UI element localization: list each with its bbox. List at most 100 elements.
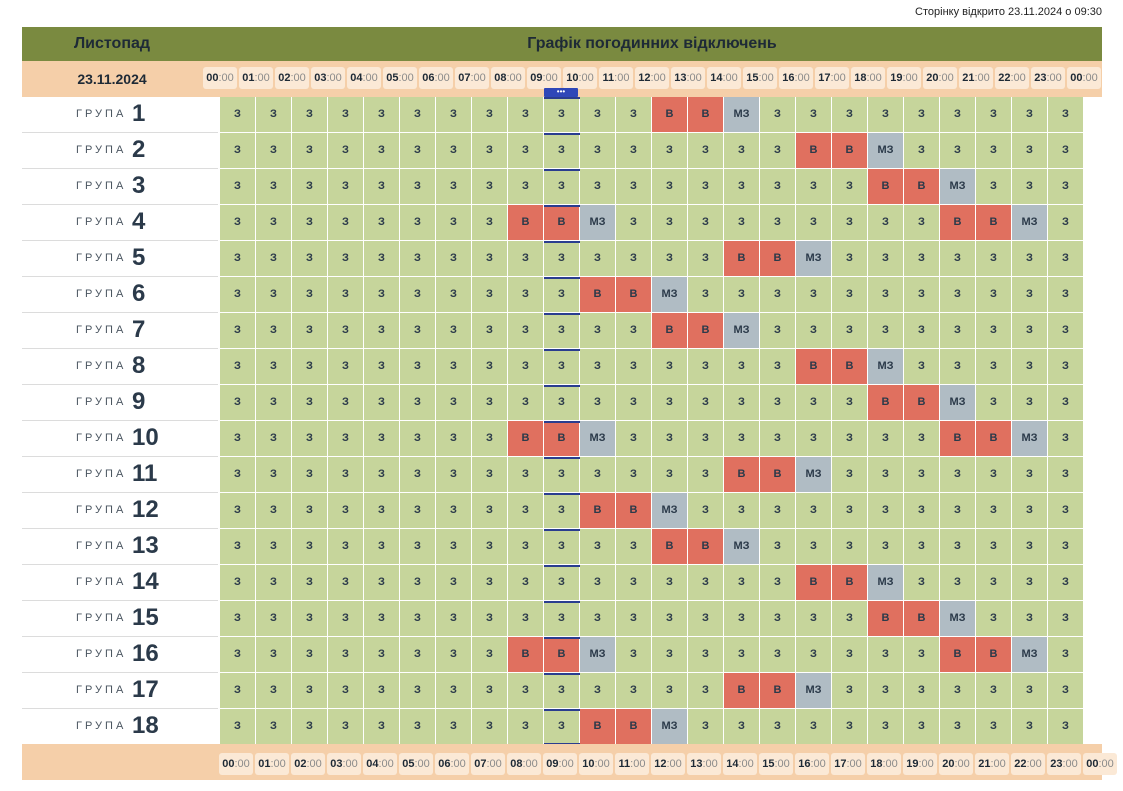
group-label: ГРУПА 7: [22, 313, 218, 349]
group-row: ГРУПА 14 З З З З З З З З З З З З З З З З В В МЗ З З З З З: [22, 565, 1102, 601]
hour-cell-z: З: [220, 601, 256, 637]
hour-cell-z: З: [652, 673, 688, 709]
hour-cell-z: З: [616, 565, 652, 601]
hour-cell-z: З: [616, 349, 652, 385]
hour-label-hours: 08: [510, 758, 523, 770]
group-number: 6: [132, 280, 146, 307]
hour-cell-mz: МЗ: [796, 673, 832, 709]
hour-cell-v: В: [904, 169, 940, 205]
hour-cell-z: З: [364, 601, 400, 637]
hour-cell-z: З: [652, 565, 688, 601]
hour-cell-z: З: [580, 457, 616, 493]
hour-cell-z: З: [868, 637, 904, 673]
group-word: ГРУПА: [76, 648, 127, 660]
hour-label-minutes: :00: [990, 758, 1006, 770]
hour-cell-z: З: [976, 457, 1012, 493]
hour-label: 18:00: [851, 67, 885, 89]
hour-cell-z: З: [292, 313, 328, 349]
hour-cell-z: З: [904, 565, 940, 601]
hour-cell-z: З: [508, 385, 544, 421]
group-number: 5: [132, 244, 146, 271]
hour-cell-z: З: [508, 709, 544, 745]
hour-cell-v: В: [976, 421, 1012, 457]
hour-cell-z: З: [1012, 169, 1048, 205]
hour-label: 19:00: [887, 67, 921, 89]
hour-cell-z: З: [688, 133, 724, 169]
hour-cell-z: З: [832, 637, 868, 673]
hour-cell-z: З: [652, 637, 688, 673]
hour-label: 21:00: [975, 753, 1009, 775]
group-word: ГРУПА: [76, 252, 127, 264]
hour-label-hours: 06: [422, 72, 435, 84]
hour-cell-z: З: [580, 241, 616, 277]
hour-cell-z: З: [508, 457, 544, 493]
current-hour-marker: [544, 313, 580, 315]
group-number: 16: [132, 640, 159, 667]
hour-cell-z: З: [1048, 313, 1084, 349]
group-label: ГРУПА 6: [22, 277, 218, 313]
hour-cell-z: З: [724, 133, 760, 169]
hour-cell-mz: МЗ: [868, 133, 904, 169]
hour-cell-z: З: [976, 241, 1012, 277]
group-row: ГРУПА 13 З З З З З З З З З З З З В В МЗ З З З З З З З З З: [22, 529, 1102, 565]
hour-cell-z: З: [328, 673, 364, 709]
hour-cell-z: З: [976, 529, 1012, 565]
hour-cell-z: З: [832, 421, 868, 457]
hour-cell-z: З: [1012, 529, 1048, 565]
group-number: 15: [132, 604, 159, 631]
hour-cell-mz: МЗ: [796, 457, 832, 493]
hour-label-hours: 19: [906, 758, 919, 770]
hour-cell-z: З: [940, 673, 976, 709]
hour-cell-z: З: [508, 133, 544, 169]
hour-cell-z: З: [832, 97, 868, 133]
hour-cell-z: З: [868, 241, 904, 277]
hour-cell-z: З: [1012, 313, 1048, 349]
hour-cell-z: З: [436, 457, 472, 493]
hour-cell-z: З: [868, 709, 904, 745]
hour-cell-v: В: [832, 349, 868, 385]
hour-cell-z: З: [616, 637, 652, 673]
hour-cell-z: З: [652, 205, 688, 241]
hour-cell-v: В: [652, 313, 688, 349]
hour-label-minutes: :00: [774, 758, 790, 770]
hour-cell-z: З: [544, 709, 580, 745]
hour-label-minutes: :00: [542, 72, 558, 84]
hour-cell-z: З: [256, 133, 292, 169]
hour-label: 06:00: [419, 67, 453, 89]
hour-cell-z: З: [544, 565, 580, 601]
hour-cell-z: З: [760, 421, 796, 457]
hour-label: 11:00: [599, 67, 633, 89]
hour-cell-z: З: [832, 313, 868, 349]
hour-label-minutes: :00: [738, 758, 754, 770]
hour-cell-v: В: [508, 205, 544, 241]
hour-cell-z: З: [472, 457, 508, 493]
hour-cell-z: З: [544, 493, 580, 529]
hour-cell-v: В: [616, 709, 652, 745]
hour-label-hours: 10: [582, 758, 595, 770]
hour-label-hours: 06: [438, 758, 451, 770]
hour-scale-top: 23.11.2024 00:00 01:00 02:00 03:00 04:00 05:0…: [22, 61, 1102, 97]
month-title: Листопад: [73, 35, 151, 52]
group-row: ГРУПА 8 З З З З З З З З З З З З З З З З В В МЗ З З З З З: [22, 349, 1102, 385]
hour-cell-v: В: [688, 313, 724, 349]
group-word: ГРУПА: [76, 396, 127, 408]
hour-cell-v: В: [940, 421, 976, 457]
hour-cell-z: З: [1048, 97, 1084, 133]
hour-cell-z: З: [724, 421, 760, 457]
hour-label: 19:00: [903, 753, 937, 775]
hour-cell-z: З: [400, 97, 436, 133]
hour-cell-z: З: [472, 601, 508, 637]
hour-cell-z: З: [472, 133, 508, 169]
hour-cell-z: З: [256, 241, 292, 277]
group-number: 2: [132, 136, 146, 163]
group-label: ГРУПА 10: [22, 421, 218, 457]
hour-label-minutes: :00: [1098, 758, 1114, 770]
hour-cell-v: В: [544, 421, 580, 457]
group-word: ГРУПА: [76, 432, 127, 444]
hour-cell-z: З: [292, 385, 328, 421]
hour-cell-z: З: [832, 709, 868, 745]
group-label: ГРУПА 18: [22, 709, 218, 745]
hour-cell-z: З: [760, 349, 796, 385]
group-row: ГРУПА 2 З З З З З З З З З З З З З З З З В В МЗ З З З З З: [22, 133, 1102, 169]
hour-cell-z: З: [400, 385, 436, 421]
